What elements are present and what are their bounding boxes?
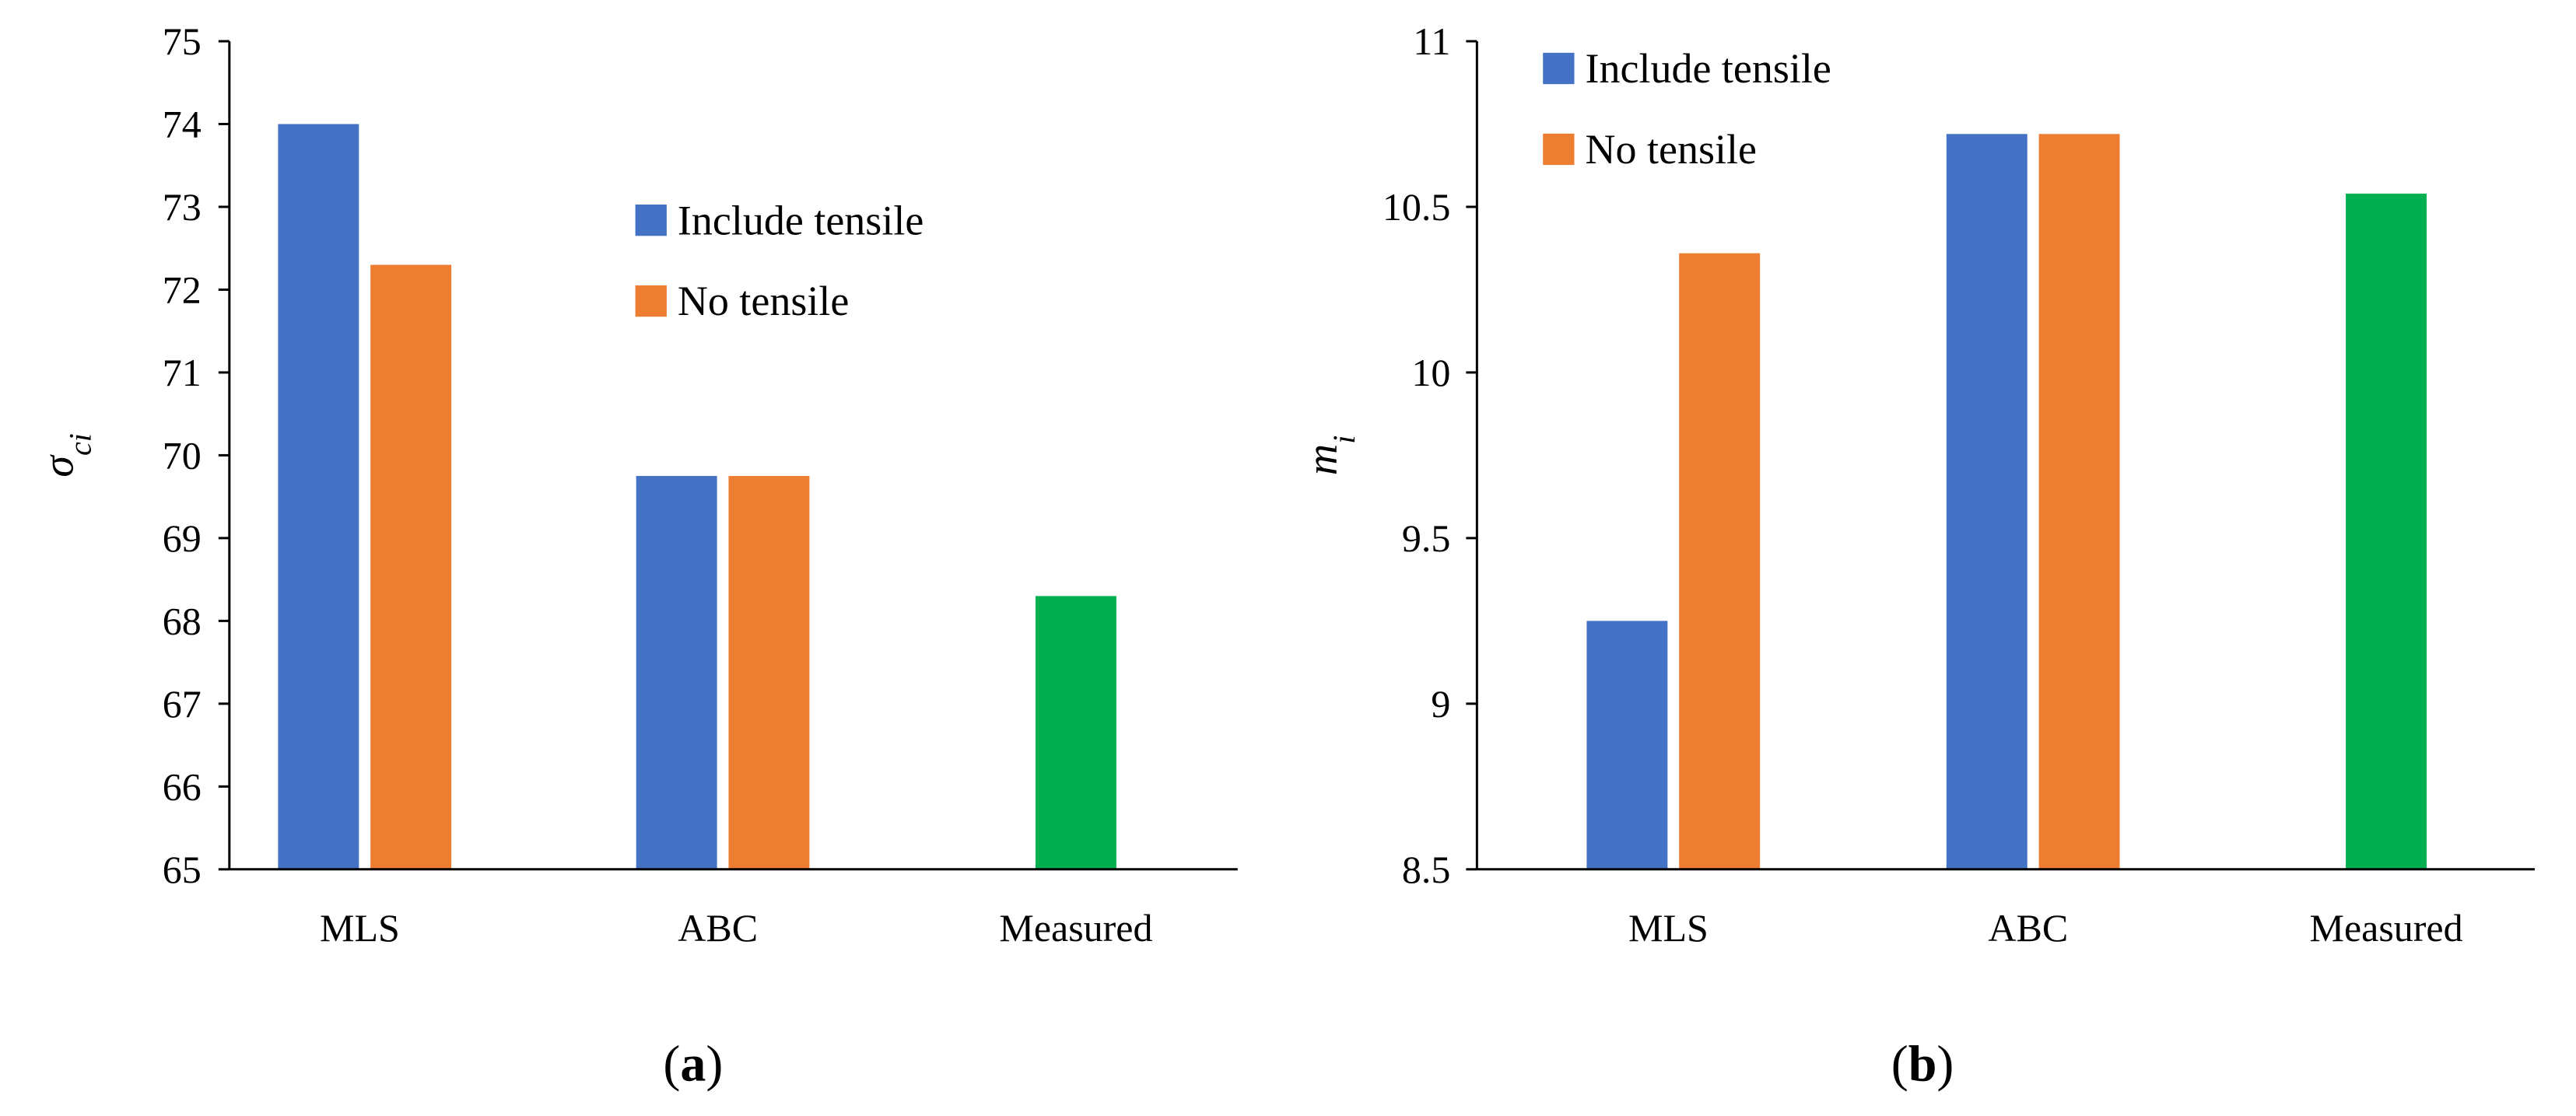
legend-swatch [1543, 52, 1575, 85]
chart-panel-b: 8.5 9 9.5 10 10.5 11 mi MLS ABC Measured Include t… [1299, 19, 2535, 1092]
y-tick-label: 72 [163, 268, 202, 311]
x-category-label: MLS [1628, 906, 1709, 950]
y-tick-label: 10.5 [1383, 185, 1451, 229]
bar-no-tensile-abc [2038, 134, 2120, 869]
x-category-label: Measured [2309, 906, 2462, 950]
y-tick-label: 9 [1431, 682, 1450, 726]
chart-panel-a: 65 66 67 68 69 70 71 72 73 74 75 σci MLS ABC Measured I… [34, 19, 1238, 1092]
y-tick-label: 73 [163, 185, 202, 229]
y-tick-label: 67 [163, 682, 202, 726]
y-tick-label: 65 [163, 848, 202, 891]
bar-no-tensile-abc [728, 476, 810, 869]
x-category-label: Measured [999, 906, 1152, 950]
bar-measured-measured [2346, 193, 2427, 869]
y-tick-label: 71 [163, 351, 202, 394]
legend-swatch [635, 285, 667, 317]
y-tick-label: 11 [1413, 19, 1450, 63]
y-tick-label: 69 [163, 516, 202, 560]
legend: Include tensile No tensile [635, 197, 924, 324]
y-tick-label: 10 [1411, 351, 1450, 394]
y-axis-title: mi [1299, 436, 1362, 476]
panel-caption: (a) [663, 1035, 723, 1092]
bar-measured-measured [1035, 596, 1116, 869]
bar-include-tensile-abc [1946, 134, 2028, 869]
y-tick-label: 66 [163, 764, 202, 808]
panel-caption: (b) [1891, 1035, 1954, 1092]
x-category-label: MLS [320, 906, 400, 950]
y-tick-label: 74 [163, 103, 202, 146]
x-category-label: ABC [1988, 906, 2068, 950]
y-tick-label: 68 [163, 599, 202, 642]
legend-label: Include tensile [678, 197, 924, 243]
y-tick-label: 8.5 [1402, 848, 1451, 891]
bar-no-tensile-mls [1679, 253, 1761, 869]
y-tick-label: 70 [163, 433, 202, 477]
y-axis-title: σci [34, 433, 97, 478]
legend-swatch [1543, 133, 1575, 166]
y-tick-label: 75 [163, 19, 202, 63]
bar-include-tensile-mls [278, 124, 359, 869]
legend-swatch [635, 205, 667, 236]
legend: Include tensile No tensile [1543, 45, 1831, 173]
legend-label: No tensile [678, 278, 849, 324]
bar-include-tensile-mls [1586, 621, 1668, 869]
bar-no-tensile-mls [370, 264, 452, 869]
y-tick-label: 9.5 [1402, 516, 1451, 560]
legend-label: Include tensile [1586, 45, 1831, 92]
legend-label: No tensile [1586, 126, 1757, 173]
bar-include-tensile-abc [636, 476, 717, 869]
x-category-label: ABC [678, 906, 758, 950]
